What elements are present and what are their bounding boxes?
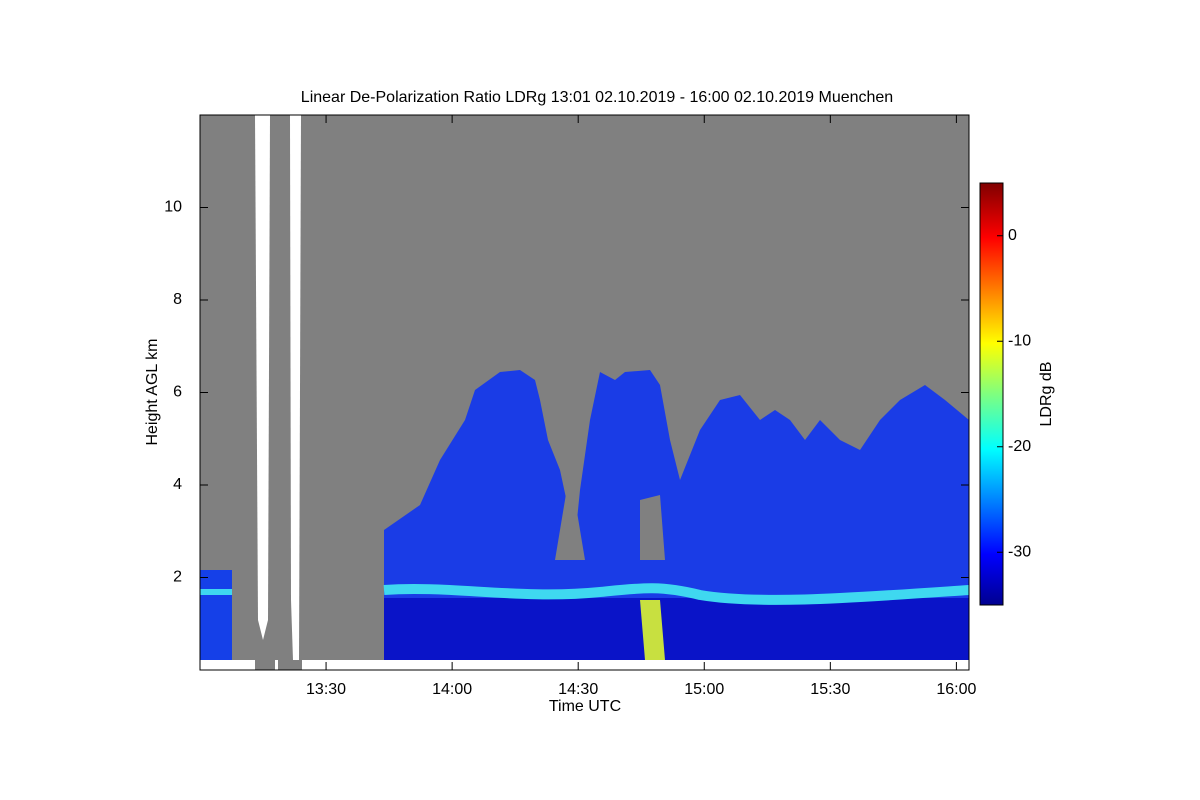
y-tick-label: 2 <box>173 569 182 586</box>
x-tick-label: 13:30 <box>306 681 346 698</box>
y-tick-label: 6 <box>173 384 182 401</box>
y-tick-label: 8 <box>173 291 182 308</box>
colorbar-tick-label: -10 <box>1008 332 1031 349</box>
colorbar-tick-label: -20 <box>1008 438 1031 455</box>
chart-title: Linear De-Polarization Ratio LDRg 13:01 … <box>301 89 893 106</box>
y-tick-label: 4 <box>173 476 182 493</box>
colorbar-tick-label: 0 <box>1008 227 1017 244</box>
x-tick-label: 14:00 <box>432 681 472 698</box>
x-tick-label: 15:30 <box>810 681 850 698</box>
colorbar-tick-label: -30 <box>1008 543 1031 560</box>
heatmap-image <box>200 115 970 670</box>
y-axis-label: Height AGL km <box>144 338 161 445</box>
x-tick-label: 14:30 <box>558 681 598 698</box>
y-tick-label: 10 <box>164 199 182 216</box>
colorbar <box>979 182 1004 606</box>
colorbar-label: LDRg dB <box>1038 362 1055 427</box>
x-tick-label: 15:00 <box>684 681 724 698</box>
x-tick-label: 16:00 <box>936 681 976 698</box>
x-axis-label: Time UTC <box>549 698 621 715</box>
